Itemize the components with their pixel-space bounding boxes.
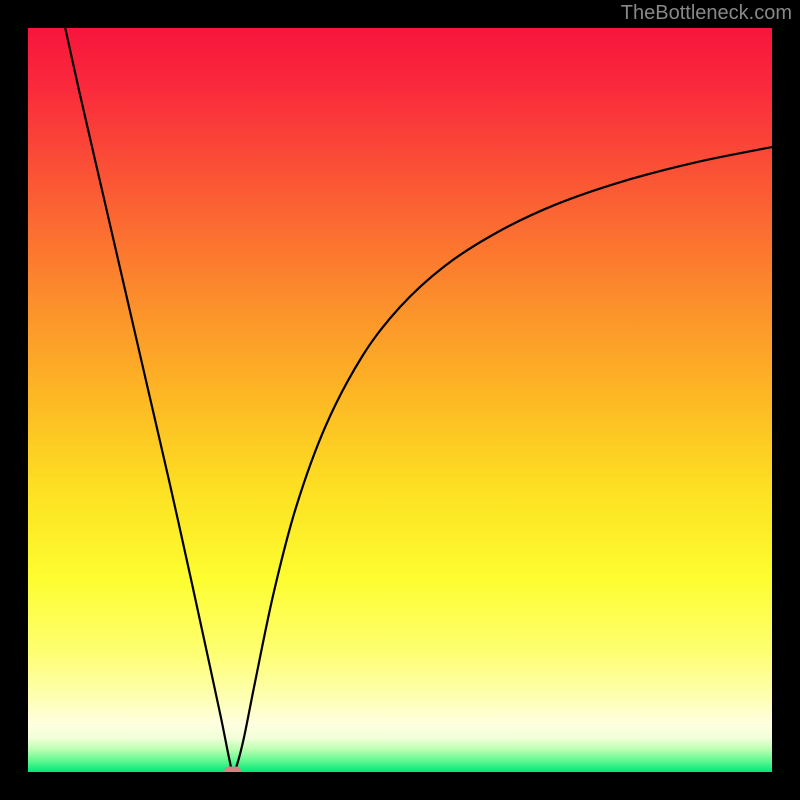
- bottleneck-chart: [0, 0, 800, 800]
- chart-background-gradient: [28, 28, 772, 772]
- watermark-text: TheBottleneck.com: [621, 2, 792, 25]
